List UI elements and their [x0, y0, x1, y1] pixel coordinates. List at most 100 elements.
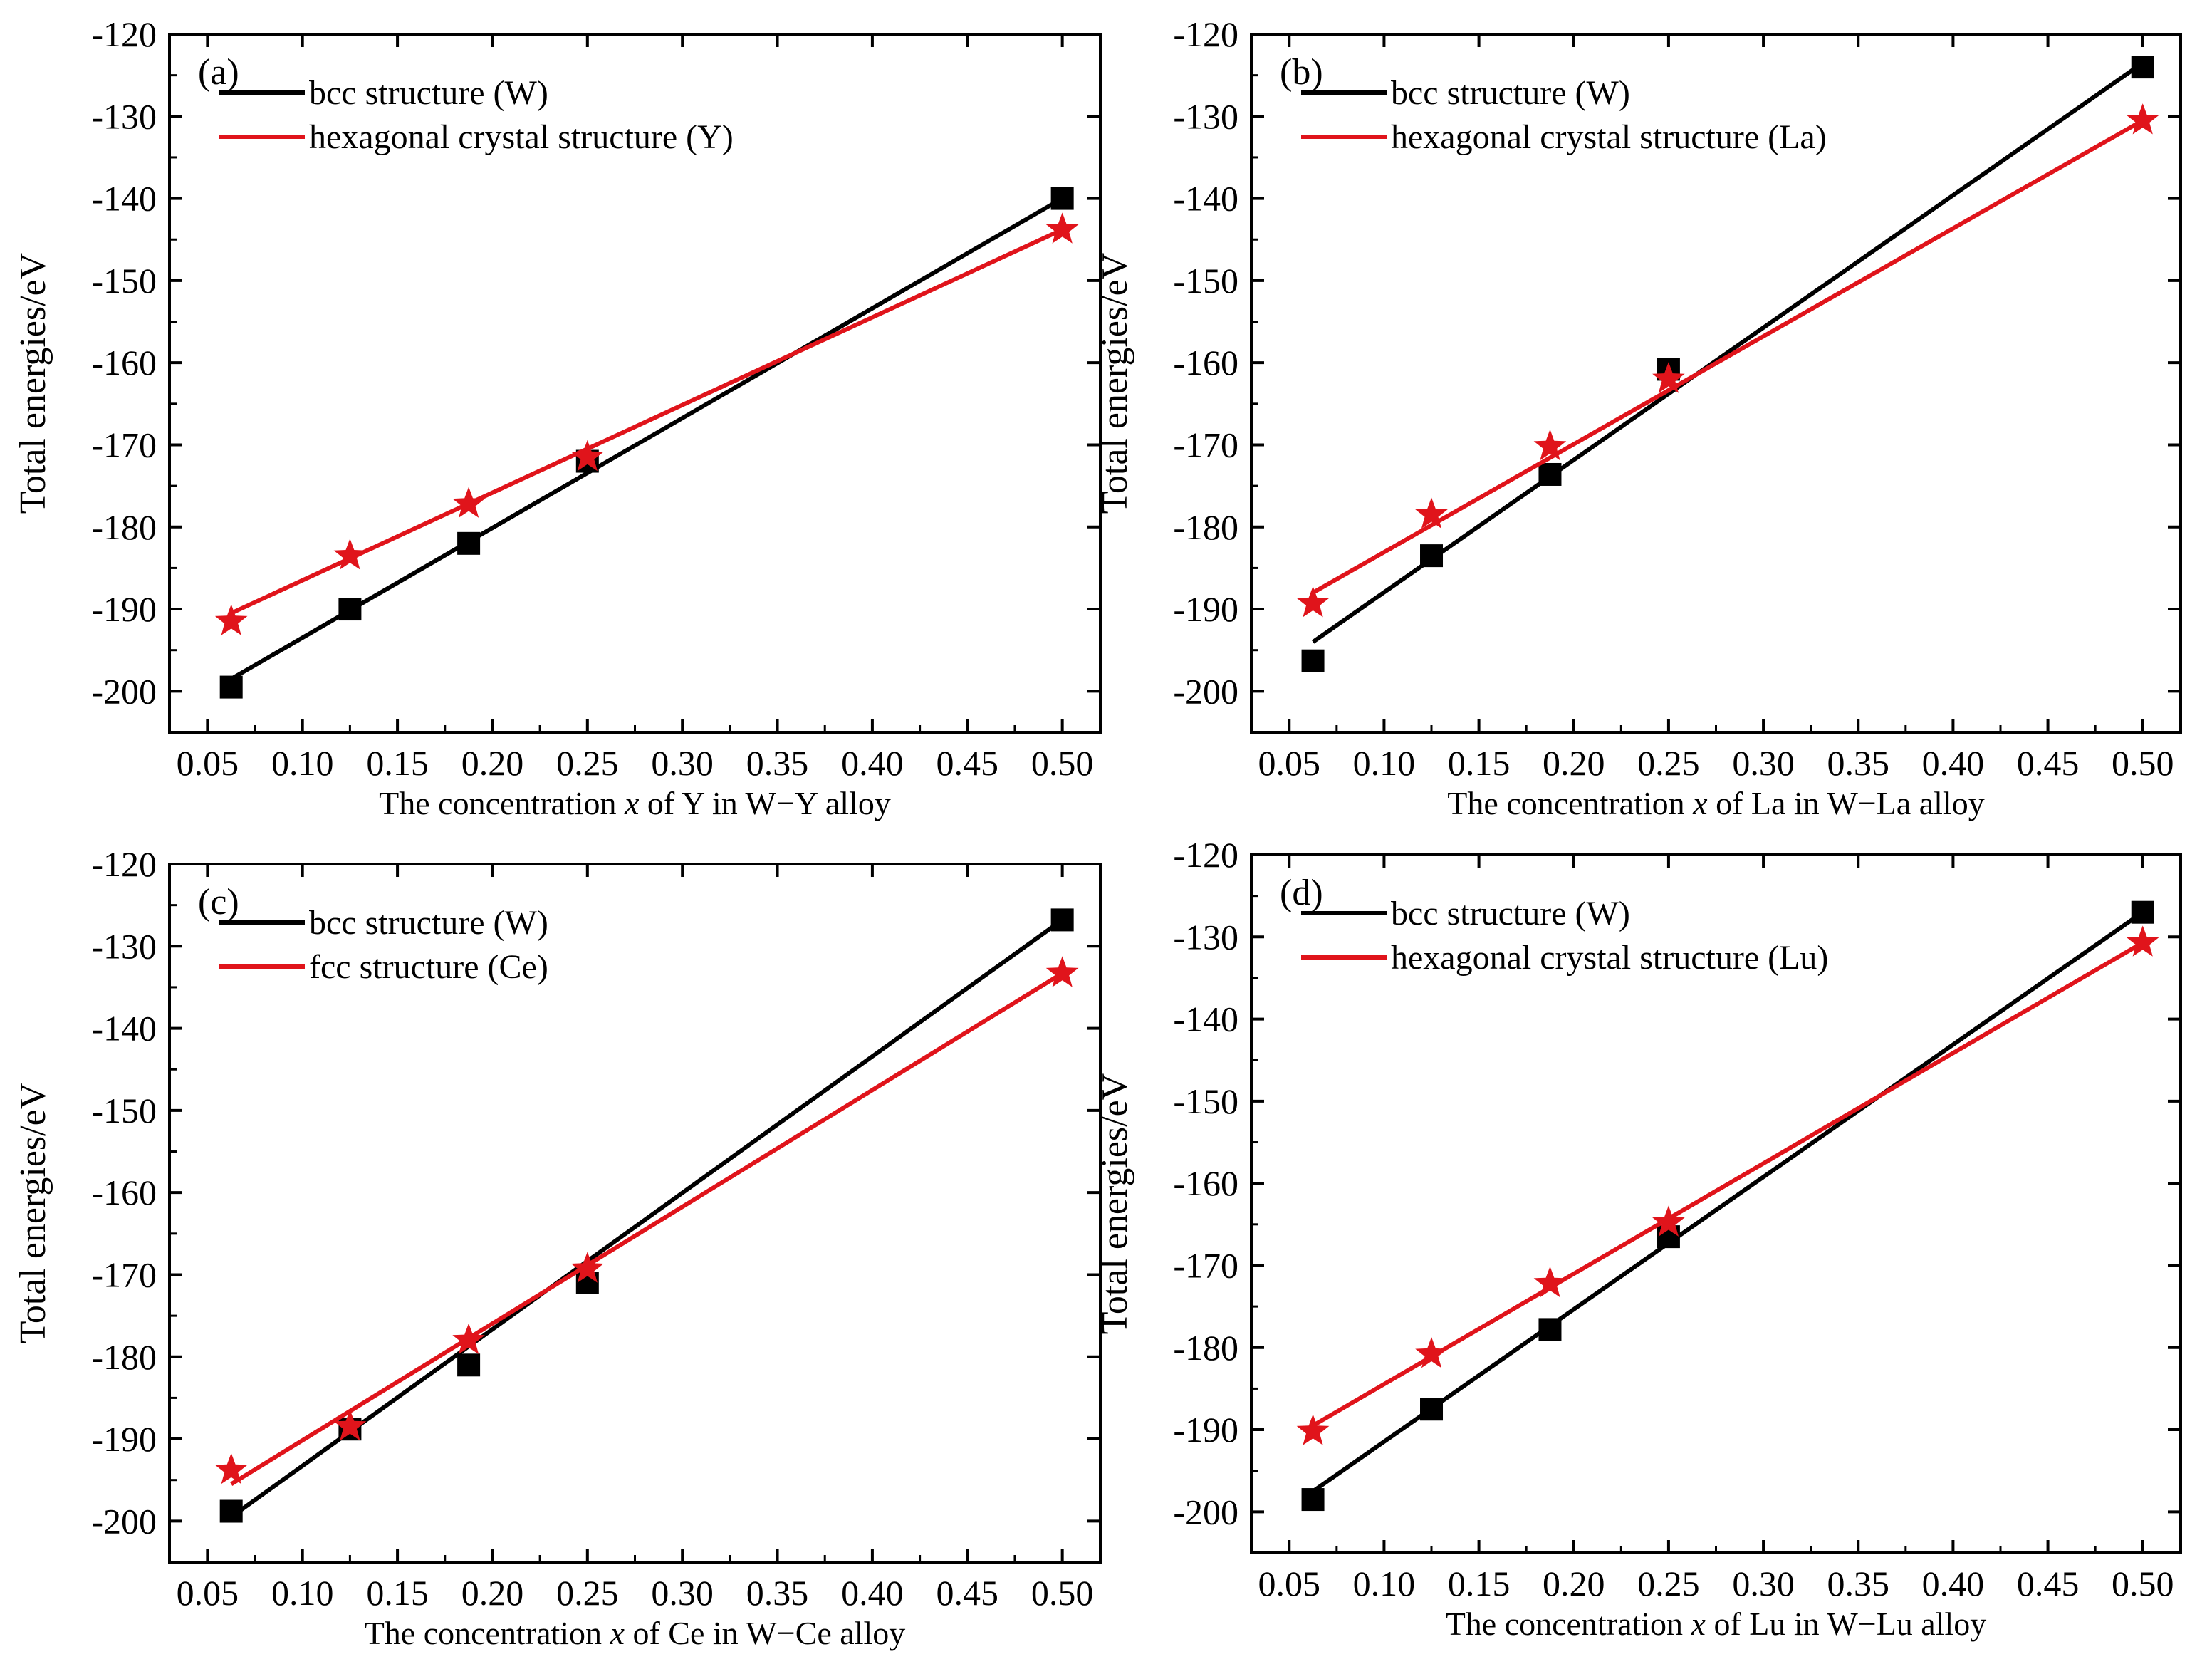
x-axis-title-prefix: The concentration — [1447, 785, 1693, 821]
legend-label: hexagonal crystal structure (Lu) — [1391, 939, 1828, 977]
series-2-fit-line — [1312, 940, 2144, 1428]
x-tick-label: 0.10 — [271, 743, 334, 783]
y-tick-label: -150 — [1173, 261, 1238, 301]
legend-label: bcc structure (W) — [309, 904, 548, 942]
series-2-fit-line — [1312, 118, 2144, 595]
x-tick-label: 0.50 — [2112, 743, 2174, 783]
bcc-data-point — [1538, 462, 1562, 486]
series-1-fit-line — [1311, 910, 2144, 1493]
hex-data-point — [571, 1252, 604, 1283]
bcc-data-point — [338, 598, 362, 621]
y-tick-label: -170 — [91, 425, 157, 464]
x-axis-title-suffix: of Y in W−Y alloy — [639, 785, 890, 821]
hex-data-point — [1045, 956, 1079, 987]
bcc-data-point — [1301, 1488, 1325, 1512]
hex-data-point — [1296, 1414, 1330, 1445]
y-tick-label: -160 — [1173, 1163, 1238, 1203]
x-axis-title-suffix: of Ce in W−Ce alloy — [625, 1615, 905, 1651]
y-tick-label: -120 — [1173, 14, 1238, 54]
x-tick-label: 0.20 — [1543, 743, 1605, 783]
y-axis-title: Total energies/eV — [13, 253, 53, 514]
y-tick-label: -160 — [91, 343, 157, 383]
y-axis-title: Total energies/eV — [1095, 1073, 1135, 1335]
bcc-data-point — [1420, 544, 1444, 568]
x-tick-label: 0.15 — [366, 1573, 429, 1613]
x-axis-title-variable: x — [1691, 1606, 1706, 1642]
bcc-data-point — [1301, 649, 1325, 672]
y-tick-label: -200 — [1173, 1492, 1238, 1532]
y-tick-label: -200 — [91, 1501, 157, 1541]
x-tick-label: 0.25 — [1637, 1564, 1700, 1603]
y-tick-label: -120 — [91, 14, 157, 54]
x-tick-label: 0.15 — [1448, 743, 1511, 783]
x-tick-label: 0.25 — [556, 1573, 619, 1613]
panel-label: (b) — [1280, 52, 1323, 93]
bcc-data-point — [1050, 908, 1074, 932]
x-tick-label: 0.45 — [2017, 1564, 2080, 1603]
bcc-data-point — [1420, 1398, 1444, 1421]
hex-data-point — [2126, 103, 2159, 135]
series-1-fit-line — [230, 196, 1064, 681]
x-axis-title: The concentration x of Y in W−Y alloy — [379, 785, 891, 821]
y-tick-label: -170 — [1173, 1245, 1238, 1285]
hex-data-point — [214, 1452, 248, 1484]
series-1-fit-line — [229, 917, 1064, 1519]
legend-label: bcc structure (W) — [1391, 895, 1630, 932]
y-axis-title: Total energies/eV — [1095, 253, 1135, 514]
bcc-data-point — [2131, 56, 2154, 79]
y-tick-label: -140 — [91, 1009, 157, 1049]
x-axis-title-prefix: The concentration — [1446, 1606, 1691, 1642]
hex-data-point — [1533, 429, 1567, 461]
x-tick-label: 0.25 — [1637, 743, 1700, 783]
hex-data-point — [1652, 362, 1685, 393]
x-axis-title: The concentration x of Lu in W−Lu alloy — [1446, 1606, 1987, 1642]
x-tick-label: 0.50 — [1031, 743, 1094, 783]
x-tick-label: 0.40 — [1922, 1564, 1985, 1603]
x-tick-label: 0.30 — [651, 1573, 714, 1613]
x-axis-title-prefix: The concentration — [365, 1615, 610, 1651]
y-tick-label: -190 — [91, 1419, 157, 1459]
x-tick-label: 0.50 — [2112, 1564, 2174, 1603]
hex-data-point — [452, 1323, 485, 1355]
hex-data-point — [333, 1409, 367, 1441]
y-tick-label: -150 — [91, 1091, 157, 1130]
x-axis-title-variable: x — [1692, 785, 1708, 821]
x-tick-label: 0.40 — [841, 1573, 904, 1613]
x-tick-label: 0.10 — [271, 1573, 334, 1613]
legend-label: bcc structure (W) — [1391, 74, 1630, 112]
series-1-fit-line — [1311, 61, 2144, 644]
x-tick-label: 0.45 — [937, 1573, 999, 1613]
x-tick-label: 0.35 — [746, 743, 809, 783]
panel-label: (c) — [198, 882, 239, 922]
legend-label: hexagonal crystal structure (La) — [1391, 118, 1827, 156]
hex-data-point — [1296, 586, 1330, 618]
hex-data-point — [1415, 497, 1448, 529]
chart-panel-1: 0.05 0.10 0.15 0.20 0.25 0.30 0.35 0.40 0.45 0.50… — [13, 14, 1102, 821]
x-tick-label: 0.05 — [177, 743, 239, 783]
x-tick-label: 0.20 — [461, 743, 524, 783]
bcc-data-point — [219, 1499, 243, 1523]
x-tick-label: 0.45 — [2017, 743, 2080, 783]
series-2-fit-line — [230, 971, 1064, 1487]
hex-data-point — [571, 440, 604, 472]
x-axis-title-variable: x — [624, 785, 640, 821]
x-axis-title-suffix: of La in W−La alloy — [1708, 785, 1985, 821]
chart-panel-4: 0.05 0.10 0.15 0.20 0.25 0.30 0.35 0.40 0.45 0.50… — [1095, 835, 2182, 1642]
legend-label: bcc structure (W) — [309, 74, 548, 112]
y-tick-label: -150 — [1173, 1081, 1238, 1121]
y-tick-label: -180 — [1173, 1328, 1238, 1368]
x-tick-label: 0.15 — [1448, 1564, 1511, 1603]
y-tick-label: -190 — [91, 589, 157, 629]
hex-data-point — [1652, 1205, 1685, 1237]
x-axis-title: The concentration x of La in W−La alloy — [1447, 785, 1984, 821]
x-tick-label: 0.35 — [746, 1573, 809, 1613]
panel-label: (d) — [1280, 873, 1323, 913]
bcc-data-point — [2131, 900, 2154, 924]
x-tick-label: 0.05 — [1258, 1564, 1321, 1603]
bcc-data-point — [219, 675, 243, 699]
hex-data-point — [2126, 925, 2159, 957]
y-tick-label: -120 — [1173, 835, 1238, 875]
x-tick-label: 0.40 — [841, 743, 904, 783]
x-tick-label: 0.30 — [651, 743, 714, 783]
